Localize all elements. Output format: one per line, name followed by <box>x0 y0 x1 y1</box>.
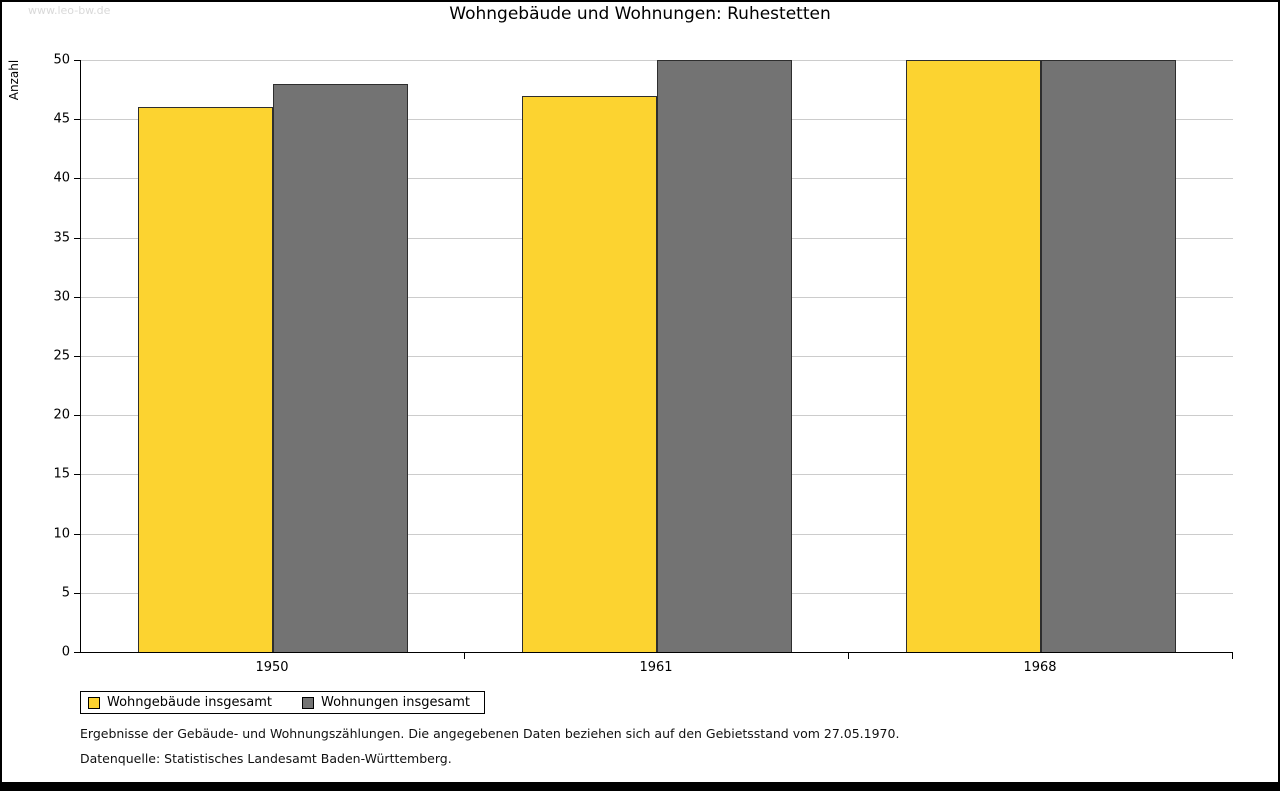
y-tick-label: 25 <box>53 348 70 364</box>
y-tick-mark <box>74 415 80 417</box>
x-tick-mark <box>464 653 465 659</box>
y-tick-mark <box>74 592 80 594</box>
x-tick-label: 1968 <box>1023 660 1057 675</box>
plot-area <box>80 60 1233 653</box>
legend-swatch <box>88 696 100 709</box>
bar-1961-series-1 <box>522 95 657 652</box>
y-tick-label: 0 <box>61 644 70 660</box>
y-tick-label: 5 <box>61 585 70 601</box>
legend-item: Wohnungen insgesamt <box>302 695 470 710</box>
y-tick-mark <box>74 237 80 239</box>
legend: Wohngebäude insgesamt Wohnungen insgesamt <box>80 691 485 714</box>
bar-1968-series-1 <box>906 60 1041 652</box>
y-tick-mark <box>74 119 80 121</box>
y-tick-label: 10 <box>53 526 70 542</box>
bar-1968-series-2 <box>1041 60 1176 652</box>
y-tick-mark <box>74 533 80 535</box>
footnote-gebietsstand: Ergebnisse der Gebäude- und Wohnungszähl… <box>80 726 900 741</box>
y-tick-label: 45 <box>53 111 70 127</box>
legend-label: Wohngebäude insgesamt <box>107 695 272 710</box>
y-axis-label: Anzahl <box>7 59 21 101</box>
chart-title: Wohngebäude und Wohnungen: Ruhestetten <box>449 4 831 24</box>
legend-label: Wohnungen insgesamt <box>321 695 470 710</box>
footnote-datenquelle: Datenquelle: Statistisches Landesamt Bad… <box>80 751 452 766</box>
y-tick-label: 30 <box>53 289 70 305</box>
x-tick-mark <box>1232 653 1233 659</box>
y-tick-label: 35 <box>53 230 70 246</box>
y-tick-mark <box>74 652 80 653</box>
y-tick-label: 15 <box>53 466 70 482</box>
y-tick-mark <box>74 296 80 298</box>
y-tick-mark <box>74 60 80 61</box>
bar-1950-series-1 <box>138 107 273 652</box>
legend-swatch <box>302 696 314 709</box>
bar-1961-series-2 <box>657 60 792 652</box>
x-tick-mark <box>848 653 849 659</box>
y-tick-mark <box>74 356 80 357</box>
y-tick-label: 20 <box>53 407 70 423</box>
x-tick-label: 1950 <box>255 660 289 675</box>
y-tick-label: 50 <box>53 52 70 68</box>
watermark-text: www.leo-bw.de <box>28 4 111 17</box>
legend-item: Wohngebäude insgesamt <box>88 695 272 710</box>
y-tick-label: 40 <box>53 170 70 186</box>
y-tick-mark <box>74 178 80 180</box>
y-tick-mark <box>74 474 80 476</box>
bar-1950-series-2 <box>273 83 408 652</box>
bottom-border-bar <box>0 782 1280 791</box>
x-tick-label: 1961 <box>639 660 673 675</box>
